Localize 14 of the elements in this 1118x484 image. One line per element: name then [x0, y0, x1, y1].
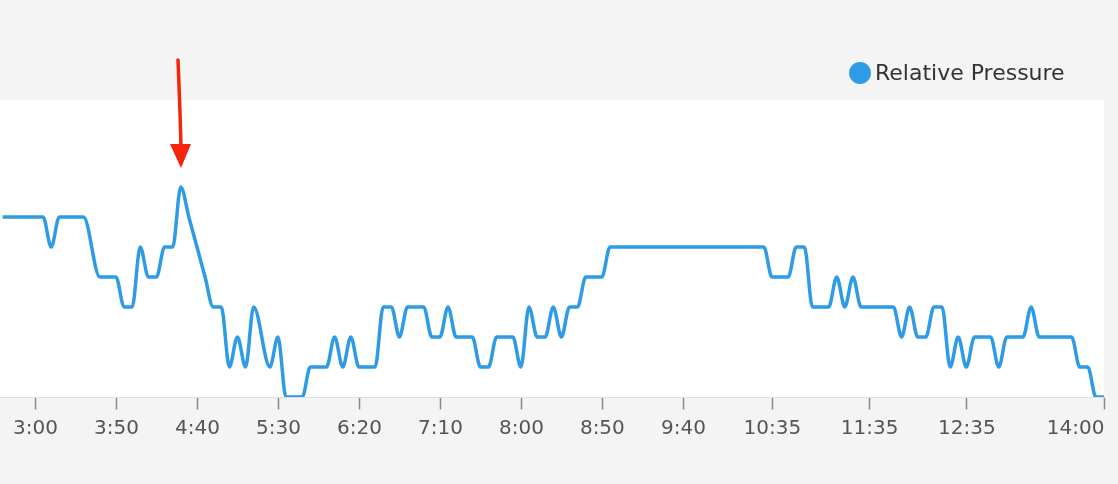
- x-tick-label: 8:00: [498, 414, 544, 439]
- x-tick-label: 9:40: [660, 414, 706, 439]
- legend-label: Relative Pressure: [875, 60, 1065, 85]
- x-tick-label: 6:20: [336, 414, 382, 439]
- x-tick-label: 8:50: [579, 414, 625, 439]
- x-tick-label: 7:10: [417, 414, 463, 439]
- x-tick-label: 11:35: [840, 414, 899, 439]
- x-tick-label: 3:50: [93, 414, 139, 439]
- x-tick-label: 5:30: [255, 414, 301, 439]
- x-tick-label: 4:40: [175, 414, 220, 439]
- x-tick-label: 12:35: [937, 414, 996, 439]
- x-tick-label: 10:35: [743, 414, 802, 439]
- x-tick-label: 3:00: [13, 414, 58, 439]
- x-tick-label: 14:00: [1046, 414, 1105, 439]
